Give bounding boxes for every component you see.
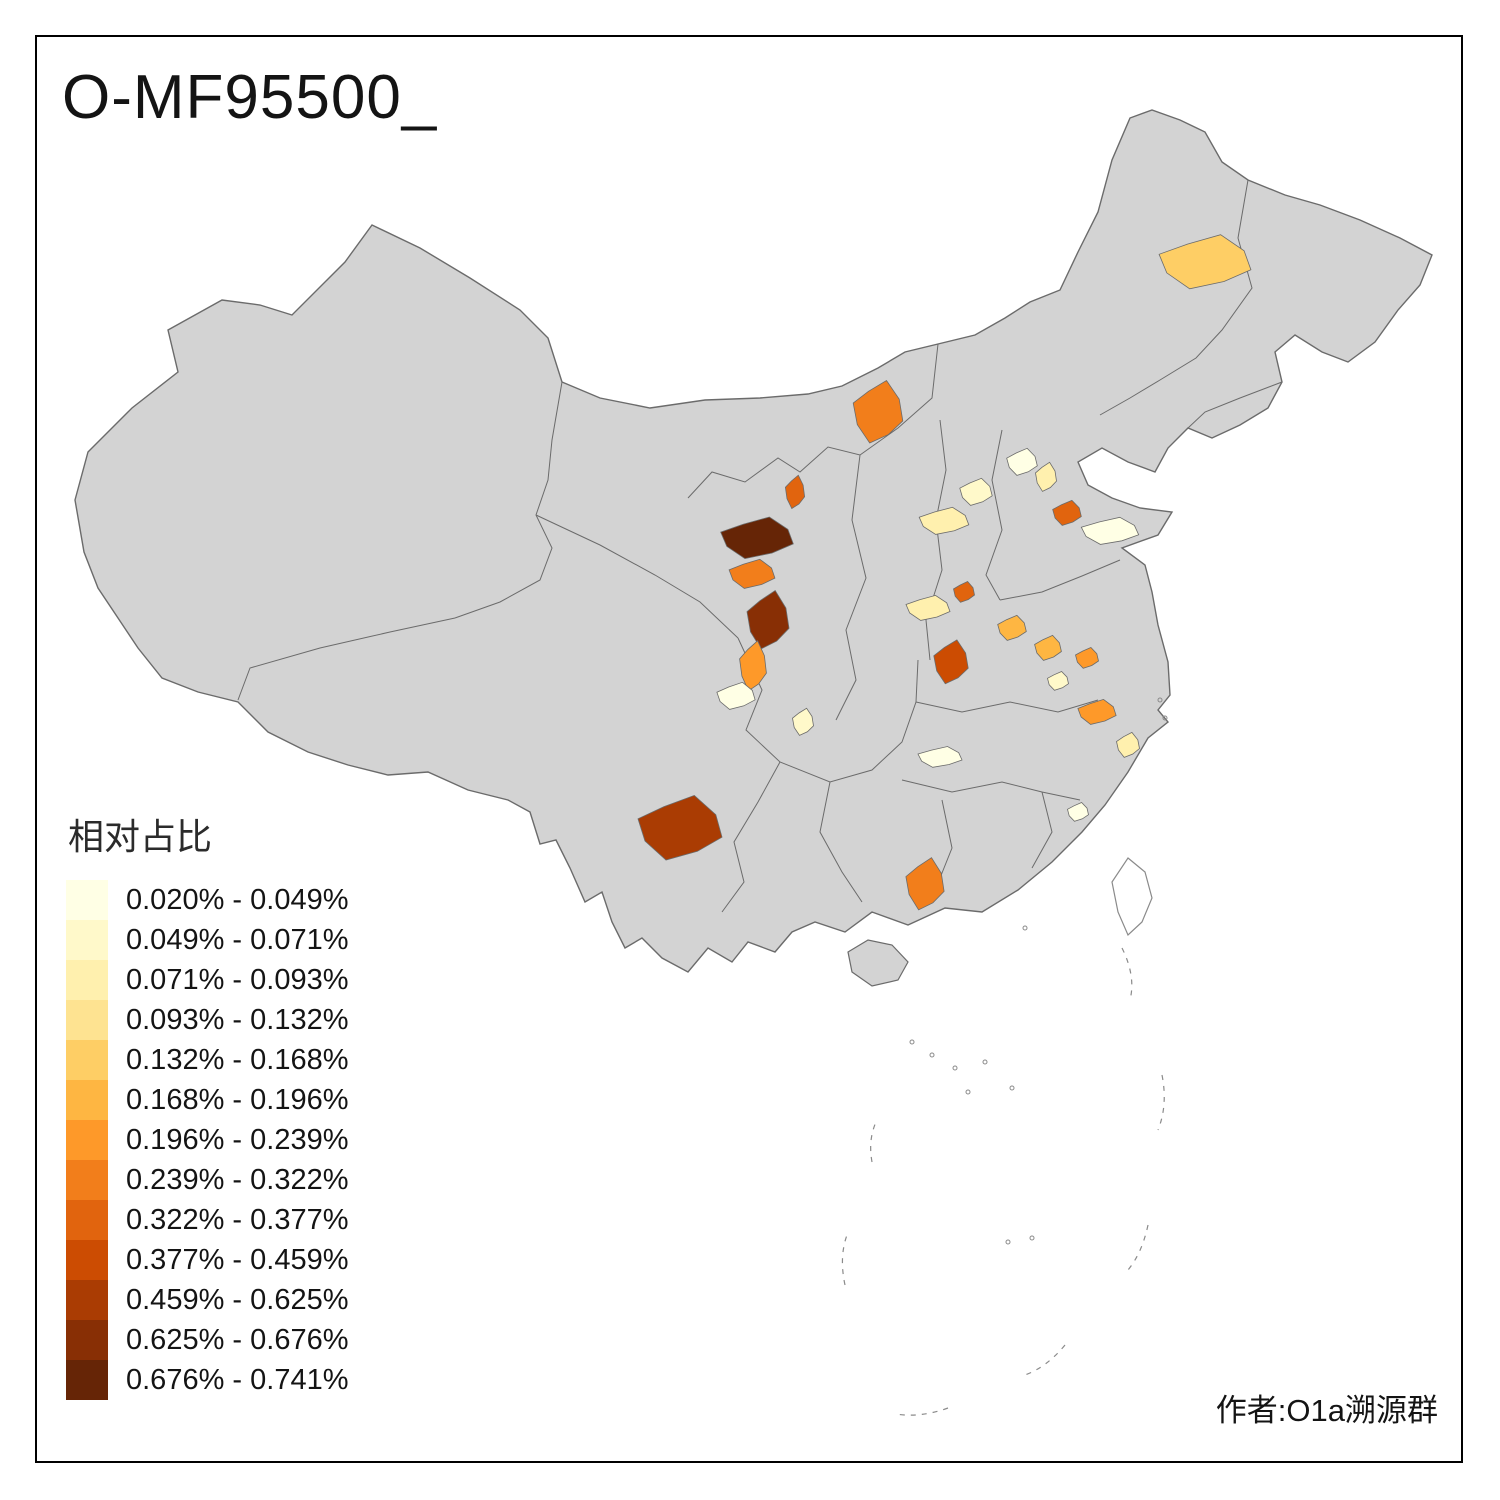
map-region — [1077, 698, 1117, 725]
hainan-island — [847, 939, 909, 987]
map-region — [1006, 447, 1038, 476]
map-region — [953, 581, 975, 603]
map-region — [728, 558, 776, 589]
legend-label: 0.377% - 0.459% — [126, 1243, 349, 1276]
legend-swatch — [66, 1120, 108, 1160]
map-region — [720, 516, 794, 560]
legend-swatch — [66, 1000, 108, 1040]
legend-label: 0.049% - 0.071% — [126, 923, 349, 956]
legend-swatch — [66, 1360, 108, 1400]
legend-label: 0.196% - 0.239% — [126, 1123, 349, 1156]
map-region — [716, 681, 756, 710]
map-region — [852, 379, 904, 444]
legend-label: 0.093% - 0.132% — [126, 1003, 349, 1036]
legend-item: 0.132% - 0.168% — [66, 1040, 348, 1080]
map-region — [917, 746, 963, 768]
legend-label: 0.676% - 0.741% — [126, 1363, 349, 1396]
map-region — [905, 594, 951, 621]
map-region — [1034, 634, 1062, 661]
legend-label: 0.132% - 0.168% — [126, 1043, 349, 1076]
legend-item: 0.093% - 0.132% — [66, 1000, 348, 1040]
legend-label: 0.020% - 0.049% — [126, 883, 349, 916]
legend-label: 0.322% - 0.377% — [126, 1203, 349, 1236]
legend-title: 相对占比 — [68, 816, 213, 857]
legend-swatch — [66, 1040, 108, 1080]
map-region — [792, 707, 814, 736]
legend-swatch — [66, 920, 108, 960]
scs-islands — [909, 697, 1168, 1245]
map-region — [959, 477, 993, 506]
map-region — [1075, 647, 1099, 669]
map-region — [1035, 461, 1057, 492]
legend-item: 0.168% - 0.196% — [66, 1080, 348, 1120]
legend-label: 0.239% - 0.322% — [126, 1163, 349, 1196]
legend-swatch — [66, 1160, 108, 1200]
nine-dash-line — [841, 947, 1165, 1416]
legend: 相对占比 0.020% - 0.049% 0.049% - 0.071% 0.0… — [66, 808, 348, 1400]
legend-item: 0.049% - 0.071% — [66, 920, 348, 960]
legend-item: 0.459% - 0.625% — [66, 1280, 348, 1320]
legend-swatch — [66, 880, 108, 920]
attribution: 作者:O1a溯源群 — [1215, 1393, 1438, 1428]
map-region — [997, 614, 1027, 641]
map-region — [1052, 499, 1082, 526]
map-region — [637, 794, 723, 861]
legend-swatch — [66, 1280, 108, 1320]
province-boundaries — [237, 179, 1283, 913]
taiwan-island — [1111, 857, 1153, 937]
legend-item: 0.676% - 0.741% — [66, 1360, 348, 1400]
legend-label: 0.459% - 0.625% — [126, 1283, 349, 1316]
map-region — [1080, 516, 1140, 545]
legend-swatch — [66, 1200, 108, 1240]
map-region — [1067, 802, 1089, 822]
map-region — [905, 857, 945, 911]
map-region — [1158, 234, 1252, 290]
map-region — [1116, 731, 1140, 758]
regions-layer — [637, 234, 1252, 911]
map-region — [1047, 671, 1069, 691]
map-region — [933, 639, 969, 685]
legend-swatch — [66, 1320, 108, 1360]
legend-swatch — [66, 960, 108, 1000]
legend-swatch — [66, 1240, 108, 1280]
legend-item: 0.020% - 0.049% — [66, 880, 348, 920]
legend-item: 0.625% - 0.676% — [66, 1320, 348, 1360]
legend-item: 0.377% - 0.459% — [66, 1240, 348, 1280]
legend-item: 0.071% - 0.093% — [66, 960, 348, 1000]
map-region — [784, 474, 806, 510]
legend-item: 0.322% - 0.377% — [66, 1200, 348, 1240]
map-region — [739, 640, 767, 692]
legend-item: 0.196% - 0.239% — [66, 1120, 348, 1160]
map-region — [746, 590, 790, 650]
legend-label: 0.168% - 0.196% — [126, 1083, 349, 1116]
legend-label: 0.071% - 0.093% — [126, 963, 349, 996]
legend-item: 0.239% - 0.322% — [66, 1160, 348, 1200]
legend-label: 0.625% - 0.676% — [126, 1323, 349, 1356]
page-title: O-MF95500_ — [62, 63, 438, 132]
legend-swatch — [66, 1080, 108, 1120]
map-region — [918, 506, 970, 535]
